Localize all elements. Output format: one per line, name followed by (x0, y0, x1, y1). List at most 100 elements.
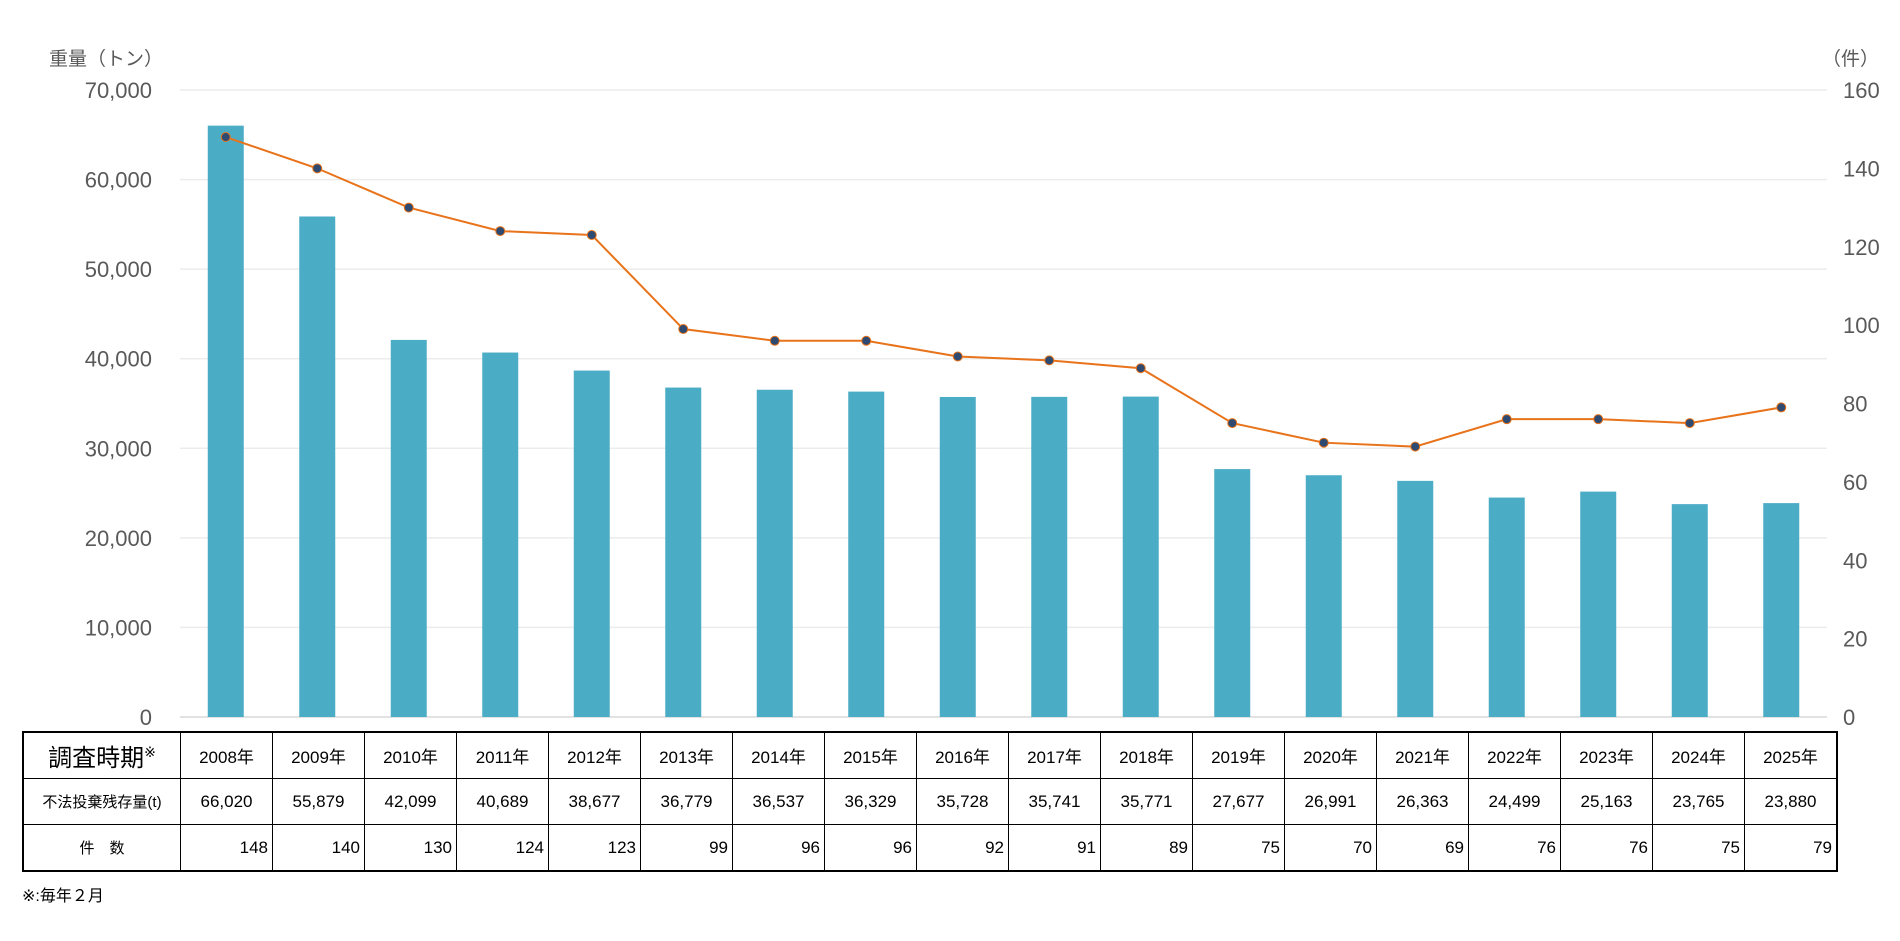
year-cell: 2019年 (1192, 731, 1285, 779)
count-cell: 140 (272, 824, 365, 872)
weight-cell: 27,677 (1192, 778, 1285, 825)
count-marker (678, 324, 689, 335)
weight-cell: 23,765 (1652, 778, 1745, 825)
year-cell: 2020年 (1284, 731, 1377, 779)
left-tick-label: 20,000 (85, 526, 152, 551)
count-line (225, 136, 1782, 448)
year-cell: 2012年 (548, 731, 641, 779)
bar (390, 339, 427, 717)
count-marker (861, 335, 872, 346)
count-cell: 75 (1652, 824, 1745, 872)
bar (1488, 497, 1525, 717)
count-cell: 99 (640, 824, 733, 872)
combo-chart: 0 10,000 20,000 30,000 40,000 50,000 60,000 70,… (85, 78, 1880, 730)
count-cell: 148 (180, 824, 273, 872)
count-marker (403, 202, 414, 213)
right-tick-label: 80 (1843, 392, 1867, 417)
weight-cell: 36,329 (824, 778, 917, 825)
year-cell: 2011年 (456, 731, 549, 779)
right-tick-label: 60 (1843, 470, 1867, 495)
count-marker (769, 335, 780, 346)
year-cell: 2016年 (916, 731, 1009, 779)
weight-cell: 26,991 (1284, 778, 1377, 825)
count-cell: 76 (1468, 824, 1561, 872)
count-marker (952, 351, 963, 362)
year-cell: 2014年 (732, 731, 825, 779)
count-marker (220, 132, 231, 143)
bar (1397, 480, 1434, 717)
left-tick-label: 50,000 (85, 257, 152, 282)
count-cell: 123 (548, 824, 641, 872)
right-tick-label: 20 (1843, 627, 1867, 652)
weight-cell: 38,677 (548, 778, 641, 825)
count-marker (312, 163, 323, 174)
left-axis-title: 重量（トン） (49, 49, 164, 70)
data-table: 調査時期※ 2008年 2009年 2010年 2011年 2012年 2013年 2014年… (22, 731, 1838, 872)
count-cell: 96 (732, 824, 825, 872)
bar (299, 216, 336, 717)
year-cell: 2017年 (1008, 731, 1101, 779)
count-marker (495, 226, 506, 237)
count-cell: 124 (456, 824, 549, 872)
bar (573, 370, 610, 717)
left-tick-label: 30,000 (85, 436, 152, 461)
count-cell: 70 (1284, 824, 1377, 872)
right-tick-label: 140 (1843, 156, 1880, 181)
bar (1580, 491, 1617, 717)
right-tick-label: 100 (1843, 313, 1880, 338)
row-label-weight: 不法投棄残存量(t) (22, 778, 181, 825)
weight-cell: 36,779 (640, 778, 733, 825)
bar (207, 125, 244, 718)
year-cell: 2008年 (180, 731, 273, 779)
count-marker (1776, 402, 1787, 413)
year-cell: 2022年 (1468, 731, 1561, 779)
left-tick-label: 40,000 (85, 347, 152, 372)
year-cell: 2018年 (1100, 731, 1193, 779)
count-cell: 91 (1008, 824, 1101, 872)
count-cell: 92 (916, 824, 1009, 872)
weight-cell: 36,537 (732, 778, 825, 825)
count-cell: 75 (1192, 824, 1285, 872)
bar (939, 396, 976, 717)
year-cell: 2015年 (824, 731, 917, 779)
bar (848, 391, 885, 717)
weight-cell: 55,879 (272, 778, 365, 825)
bar (1763, 503, 1800, 717)
year-cell: 2009年 (272, 731, 365, 779)
weight-cell: 66,020 (180, 778, 273, 825)
right-tick-label: 0 (1843, 705, 1855, 730)
weight-cell: 40,689 (456, 778, 549, 825)
left-tick-label: 10,000 (85, 615, 152, 640)
count-marker (586, 229, 597, 240)
count-cell: 79 (1744, 824, 1838, 872)
weight-cell: 35,741 (1008, 778, 1101, 825)
count-marker (1044, 355, 1055, 366)
year-cell: 2025年 (1744, 731, 1838, 779)
bar (482, 352, 519, 717)
right-axis-title: （件） (1822, 49, 1880, 70)
weight-cell: 25,163 (1560, 778, 1653, 825)
count-cell: 69 (1376, 824, 1469, 872)
left-tick-label: 60,000 (85, 168, 152, 193)
right-tick-label: 120 (1843, 235, 1880, 260)
count-marker (1410, 441, 1421, 452)
bar (756, 389, 793, 717)
bar (1031, 396, 1068, 717)
bar (1305, 475, 1342, 717)
year-cell: 2013年 (640, 731, 733, 779)
weight-cell: 35,728 (916, 778, 1009, 825)
weight-cell: 26,363 (1376, 778, 1469, 825)
weight-cell: 42,099 (364, 778, 457, 825)
right-tick-label: 40 (1843, 548, 1867, 573)
footnote: ※:毎年２月 (22, 888, 104, 905)
count-cell: 89 (1100, 824, 1193, 872)
count-marker (1593, 414, 1604, 425)
count-marker (1684, 418, 1695, 429)
year-cell: 2023年 (1560, 731, 1653, 779)
table-header-cell: 調査時期※ (22, 731, 181, 779)
count-cell: 130 (364, 824, 457, 872)
count-marker (1501, 414, 1512, 425)
count-cell: 76 (1560, 824, 1653, 872)
weight-cell: 24,499 (1468, 778, 1561, 825)
